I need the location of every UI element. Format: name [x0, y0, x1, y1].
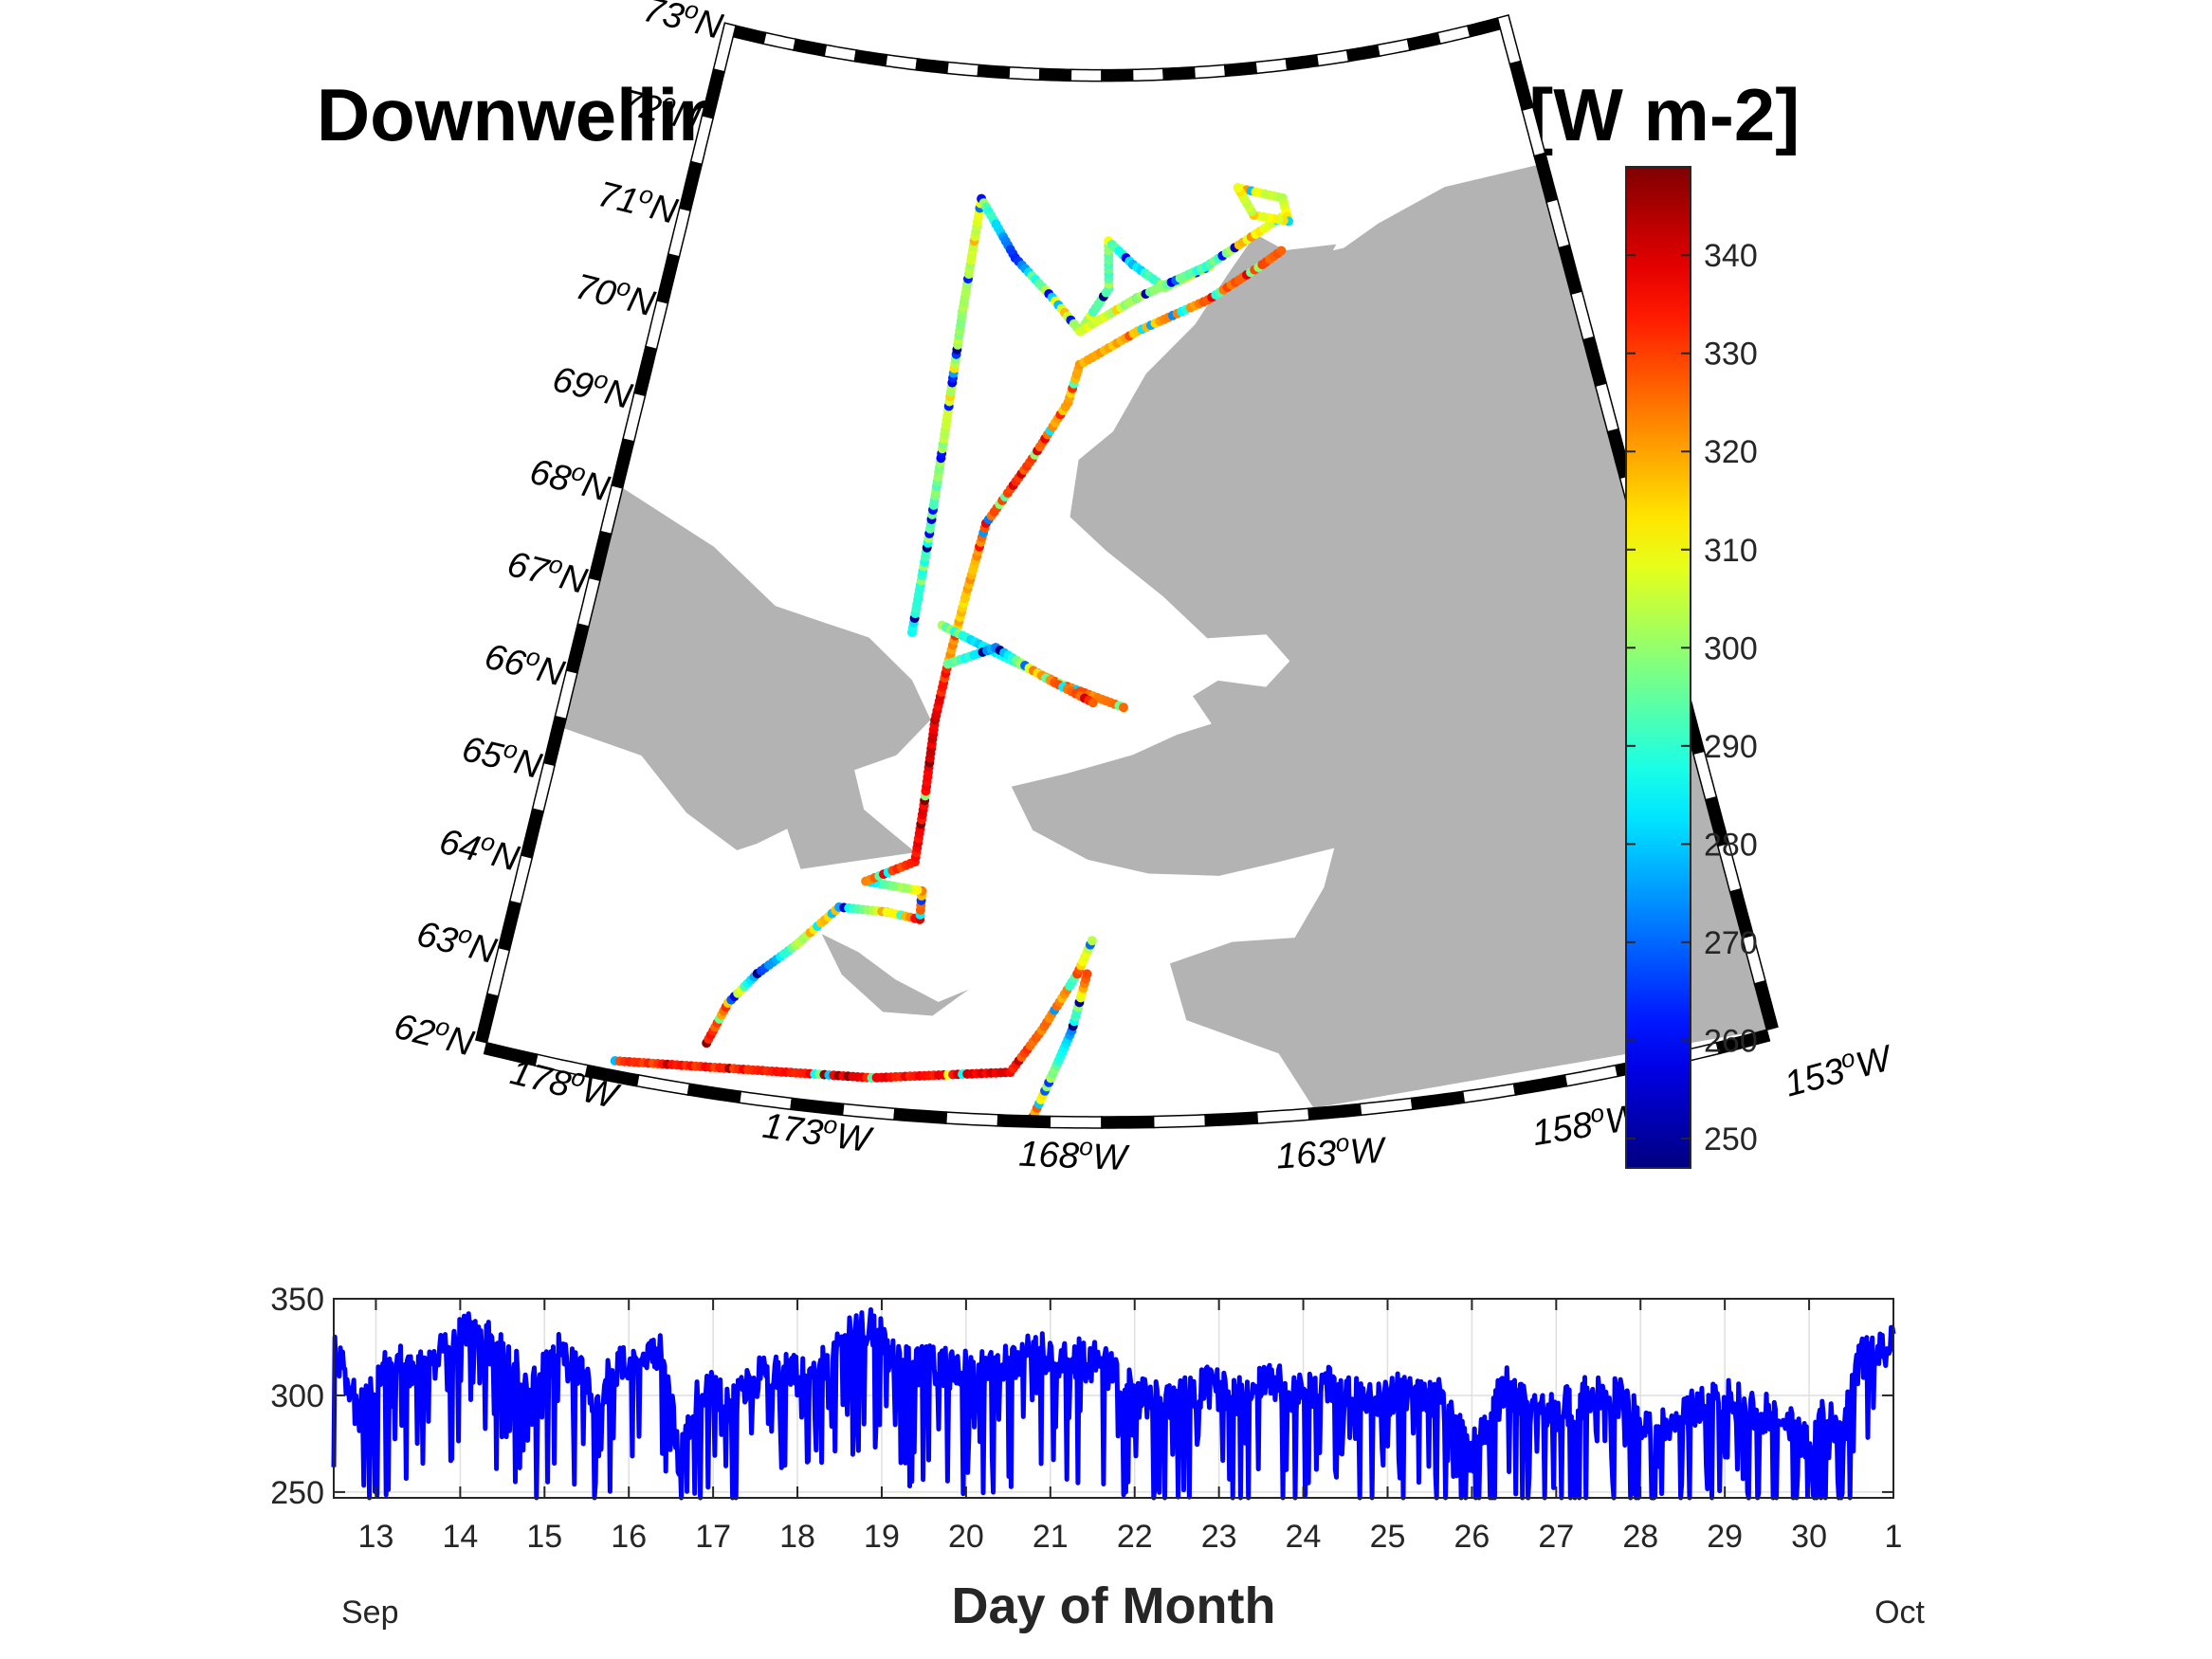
frame-segment [1131, 67, 1165, 82]
frame-segment [996, 1114, 1051, 1129]
lat-label: 72oN [616, 78, 705, 140]
frame-segment [1069, 68, 1103, 82]
land-masses [563, 165, 1767, 1108]
track-point [1087, 936, 1097, 946]
land-polygon [1281, 244, 1337, 267]
frame-segment [1038, 67, 1072, 82]
frame-segment [945, 61, 980, 78]
y-tick-label: 250 [270, 1475, 324, 1511]
frame-segment [1162, 65, 1196, 82]
x-start-month-label: Sep [341, 1595, 399, 1631]
colorbar: 250 260 270 280 290 300 310 320 330 340 [1625, 166, 1758, 1169]
track-point [1082, 969, 1092, 979]
x-tick-label: 18 [779, 1519, 815, 1555]
lat-label: 69oN [549, 355, 638, 417]
x-tick-label: 21 [1033, 1519, 1069, 1555]
colorbar-tick-label: 280 [1704, 827, 1758, 863]
frame-segment [977, 64, 1011, 80]
x-tick-label: 14 [442, 1519, 478, 1555]
ship-track [610, 183, 1293, 1117]
x-tick-label: 25 [1370, 1519, 1406, 1555]
colorbar-tick-label: 330 [1704, 337, 1758, 373]
lat-label: 67oN [503, 539, 593, 602]
lon-label: 168oW [1018, 1130, 1131, 1179]
map-frame [474, 13, 1779, 1129]
lat-label: 65oN [458, 724, 547, 787]
x-tick-label: 13 [358, 1519, 394, 1555]
track-point [1119, 702, 1128, 713]
lat-label: 66oN [481, 632, 570, 695]
time-series-panel: 13 14 15 16 17 18 19 20 21 22 23 24 25 26 27 28 29 30 1 250… [270, 1282, 1925, 1634]
x-tick-label: 30 [1791, 1519, 1827, 1555]
frame-segment [915, 58, 949, 75]
land-polygon [821, 934, 969, 1016]
frame-segment [712, 22, 738, 73]
x-tick-label: 23 [1201, 1519, 1237, 1555]
x-tick-label: 20 [948, 1519, 984, 1555]
x-tick-label: 28 [1622, 1519, 1658, 1555]
x-tick-label: 1 [1885, 1519, 1903, 1555]
lat-label: 71oN [594, 170, 683, 232]
x-tick-label: 22 [1117, 1519, 1153, 1555]
lon-label: 153oW [1780, 1033, 1898, 1104]
frame-segment [1223, 61, 1258, 78]
lat-label: 70oN [572, 263, 661, 325]
lon-label: 173oW [760, 1102, 876, 1161]
x-tick-label: 15 [526, 1519, 562, 1555]
frame-segment [1101, 68, 1134, 82]
x-axis-label: Day of Month [952, 1577, 1276, 1634]
x-end-month-label: Oct [1874, 1595, 1925, 1631]
frame-segment [1496, 13, 1522, 65]
lon-label: 158oW [1528, 1092, 1645, 1154]
track-point [1088, 698, 1098, 708]
frame-segment [1101, 1115, 1155, 1129]
frame-segment [1204, 1111, 1259, 1127]
frame-segment [1008, 65, 1041, 82]
frame-segment [1715, 1029, 1771, 1055]
frame-segment [1152, 1114, 1207, 1129]
frame-segment [944, 1111, 999, 1127]
colorbar-tick-label: 310 [1704, 533, 1758, 569]
colorbar-tick-label: 270 [1704, 925, 1758, 961]
x-tick-label: 27 [1538, 1519, 1574, 1555]
x-tick-label: 29 [1707, 1519, 1743, 1555]
lon-label: 163oW [1275, 1126, 1388, 1177]
y-tick-label: 300 [270, 1378, 324, 1414]
map-panel: 62oN 63oN 64oN 65oN 66oN 67oN 68oN 69oN 70oN 71oN… [391, 0, 1898, 1179]
colorbar-tick-label: 340 [1704, 238, 1758, 274]
series-line [331, 1307, 1896, 1501]
colorbar-tick-label: 250 [1704, 1121, 1758, 1158]
frame-segment [1254, 58, 1289, 75]
track-point [1233, 183, 1243, 193]
land-polygon [563, 487, 931, 869]
lat-label: 68oN [526, 447, 615, 510]
land-polygon [1011, 165, 1767, 1108]
x-tick-label: 24 [1286, 1519, 1322, 1555]
colorbar-gradient [1625, 166, 1691, 1169]
colorbar-tick-label: 320 [1704, 434, 1758, 470]
colorbar-tick-label: 260 [1704, 1023, 1758, 1059]
track-point [1276, 246, 1287, 256]
lat-label: 64oN [435, 817, 524, 880]
x-tick-label: 19 [864, 1519, 900, 1555]
x-tick-label: 17 [695, 1519, 731, 1555]
lat-label: 63oN [412, 909, 502, 972]
colorbar-tick-label: 300 [1704, 630, 1758, 666]
y-tick-label: 350 [270, 1282, 324, 1318]
x-tick-label: 26 [1453, 1519, 1490, 1555]
frame-segment [1193, 64, 1227, 80]
lat-label: 73oN [639, 0, 728, 47]
frame-segment [1049, 1115, 1103, 1129]
axes-box [333, 1298, 1894, 1499]
lat-label: 62oN [391, 1002, 480, 1065]
colorbar-tick-label: 290 [1704, 729, 1758, 765]
x-tick-label: 16 [611, 1519, 647, 1555]
